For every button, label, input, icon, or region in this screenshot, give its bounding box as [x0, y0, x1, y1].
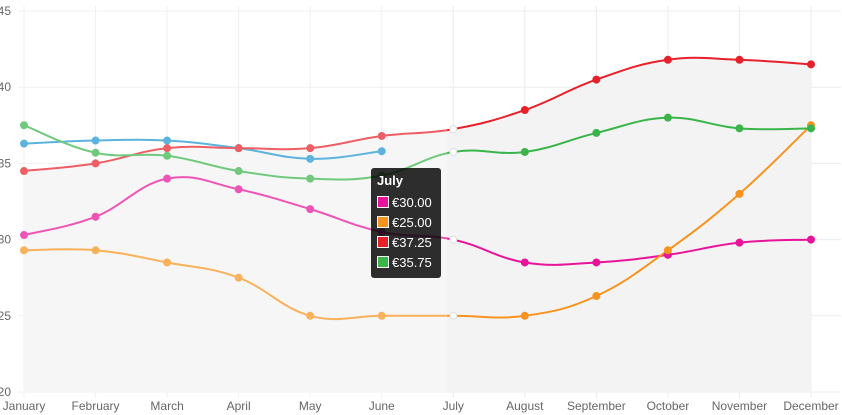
- data-point: [163, 136, 172, 145]
- x-tick-label: December: [783, 399, 838, 413]
- data-point: [234, 144, 243, 153]
- data-point: [520, 311, 529, 320]
- data-point: [449, 125, 458, 134]
- data-point: [520, 258, 529, 267]
- x-tick-label: November: [712, 399, 767, 413]
- data-point: [91, 136, 100, 145]
- data-point: [163, 151, 172, 160]
- data-point: [91, 212, 100, 221]
- data-point: [663, 246, 672, 255]
- tooltip-title: July: [377, 173, 404, 188]
- tooltip-value: €25.00: [392, 214, 432, 230]
- data-point: [234, 185, 243, 194]
- tooltip-row: €30.00: [377, 192, 435, 212]
- data-point: [449, 311, 458, 320]
- tooltip-row: €37.25: [377, 232, 435, 252]
- data-point: [592, 75, 601, 84]
- data-point: [449, 235, 458, 244]
- data-point: [20, 246, 28, 255]
- data-point: [20, 121, 28, 130]
- data-point: [377, 131, 386, 140]
- data-point: [663, 113, 672, 122]
- series-points: [20, 55, 815, 320]
- x-tick-label: April: [227, 399, 251, 413]
- data-point: [520, 147, 529, 156]
- data-point: [592, 128, 601, 137]
- data-point: [592, 258, 601, 267]
- data-point: [592, 291, 601, 300]
- data-point: [20, 139, 28, 148]
- data-point: [306, 174, 315, 183]
- tooltip: July €30.00 €25.00 €37.25 €35.75: [371, 168, 441, 278]
- tooltip-row: €35.75: [377, 252, 435, 272]
- series-line: [23, 138, 382, 160]
- data-point: [91, 246, 100, 255]
- data-point: [663, 55, 672, 64]
- data-point: [735, 238, 744, 247]
- data-point: [234, 273, 243, 282]
- series-line: [23, 116, 812, 181]
- y-tick-label: 40: [0, 80, 11, 94]
- data-point: [20, 231, 28, 240]
- tooltip-swatch: [377, 196, 389, 208]
- x-tick-label: August: [506, 399, 544, 413]
- data-point: [306, 144, 315, 153]
- data-point: [377, 147, 386, 156]
- x-axis-ticks: January February March April May June July Augu…: [3, 399, 839, 413]
- data-point: [234, 167, 243, 176]
- tooltip-row: €25.00: [377, 212, 435, 232]
- tooltip-swatch: [377, 256, 389, 268]
- x-tick-label: January: [3, 399, 46, 413]
- y-tick-label: 45: [0, 4, 11, 18]
- data-point: [163, 144, 172, 153]
- x-tick-label: July: [443, 399, 464, 413]
- y-tick-label: 20: [0, 385, 11, 399]
- data-point: [91, 159, 100, 168]
- tooltip-value: €37.25: [392, 234, 432, 250]
- series-line: [23, 56, 812, 173]
- tooltip-value: €30.00: [392, 194, 432, 210]
- data-point: [449, 147, 458, 156]
- y-axis-ticks: 20 25 30 35 40 45: [0, 4, 11, 399]
- x-tick-label: June: [369, 399, 395, 413]
- data-point: [807, 124, 815, 133]
- data-point: [735, 124, 744, 133]
- y-tick-label: 30: [0, 233, 11, 247]
- data-point: [20, 167, 28, 176]
- y-tick-label: 25: [0, 309, 11, 323]
- data-point: [306, 205, 315, 214]
- y-tick-label: 35: [0, 156, 11, 170]
- data-point: [306, 154, 315, 163]
- data-point: [377, 311, 386, 320]
- x-tick-label: February: [72, 399, 120, 413]
- x-tick-label: September: [567, 399, 626, 413]
- data-point: [306, 311, 315, 320]
- x-tick-label: May: [299, 399, 322, 413]
- tooltip-swatch: [377, 216, 389, 228]
- data-point: [807, 60, 815, 69]
- tooltip-value: €35.75: [392, 254, 432, 270]
- data-point: [163, 258, 172, 267]
- data-point: [163, 174, 172, 183]
- data-point: [91, 148, 100, 157]
- x-tick-label: March: [150, 399, 183, 413]
- x-tick-label: October: [647, 399, 690, 413]
- data-point: [520, 106, 529, 115]
- tooltip-swatch: [377, 236, 389, 248]
- data-point: [807, 235, 815, 244]
- data-point: [735, 189, 744, 198]
- data-point: [735, 55, 744, 64]
